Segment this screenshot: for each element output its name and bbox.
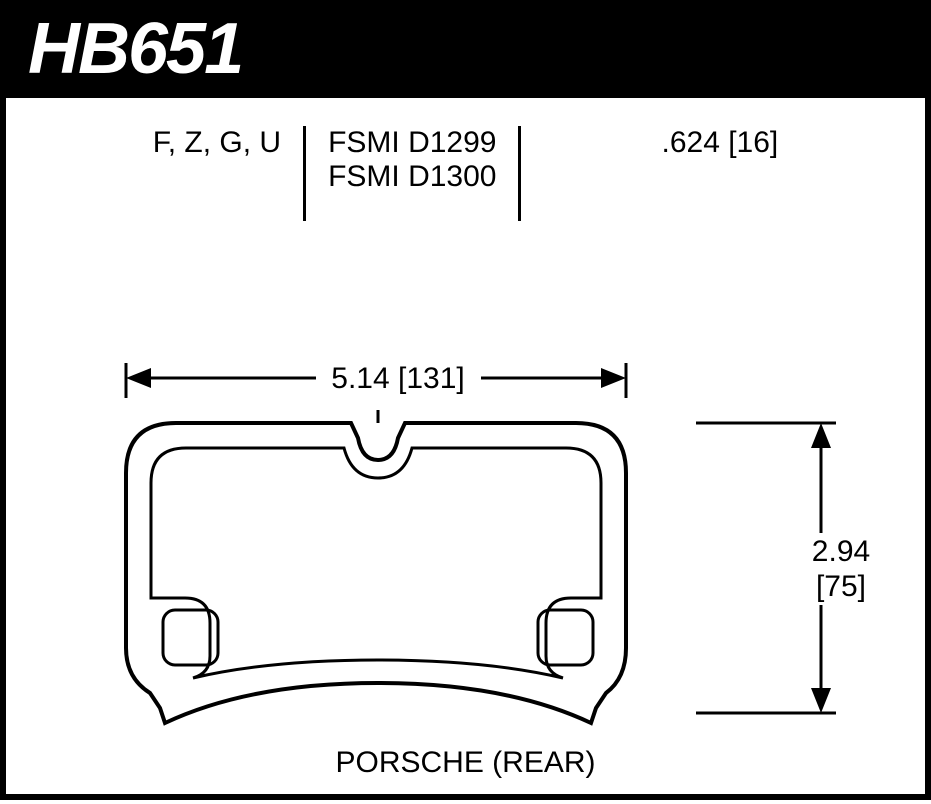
thickness-mm: [16]: [728, 126, 778, 159]
spec-fsmi: FSMI D1299 FSMI D1300: [306, 126, 518, 194]
height-dimension: 2.94 [75]: [696, 423, 901, 713]
header-bar: HB651: [0, 0, 931, 98]
compound-codes: F, Z, G, U: [153, 126, 281, 159]
fsmi-2: FSMI D1300: [328, 160, 496, 194]
pad-outer: [126, 423, 626, 723]
height-mm-label: [75]: [816, 570, 866, 603]
fsmi-1: FSMI D1299: [328, 126, 496, 160]
application-label: PORSCHE (REAR): [6, 746, 925, 780]
spec-codes: F, Z, G, U: [131, 126, 303, 160]
thickness-in: .624: [661, 126, 719, 159]
spec-row: F, Z, G, U FSMI D1299 FSMI D1300 .624 [1…: [6, 126, 925, 221]
diagram-area: 5.14 [131] 2.94 [75]: [6, 278, 925, 734]
brake-pad-diagram: 5.14 [131] 2.94 [75]: [6, 278, 925, 748]
spec-thickness: .624 [16]: [521, 126, 800, 160]
width-dimension: 5.14 [131]: [126, 356, 626, 398]
width-label: 5.14 [131]: [331, 362, 464, 395]
part-number: HB651: [28, 9, 242, 89]
height-in-label: 2.94: [812, 535, 870, 568]
main-frame: F, Z, G, U FSMI D1299 FSMI D1300 .624 [1…: [0, 98, 931, 800]
